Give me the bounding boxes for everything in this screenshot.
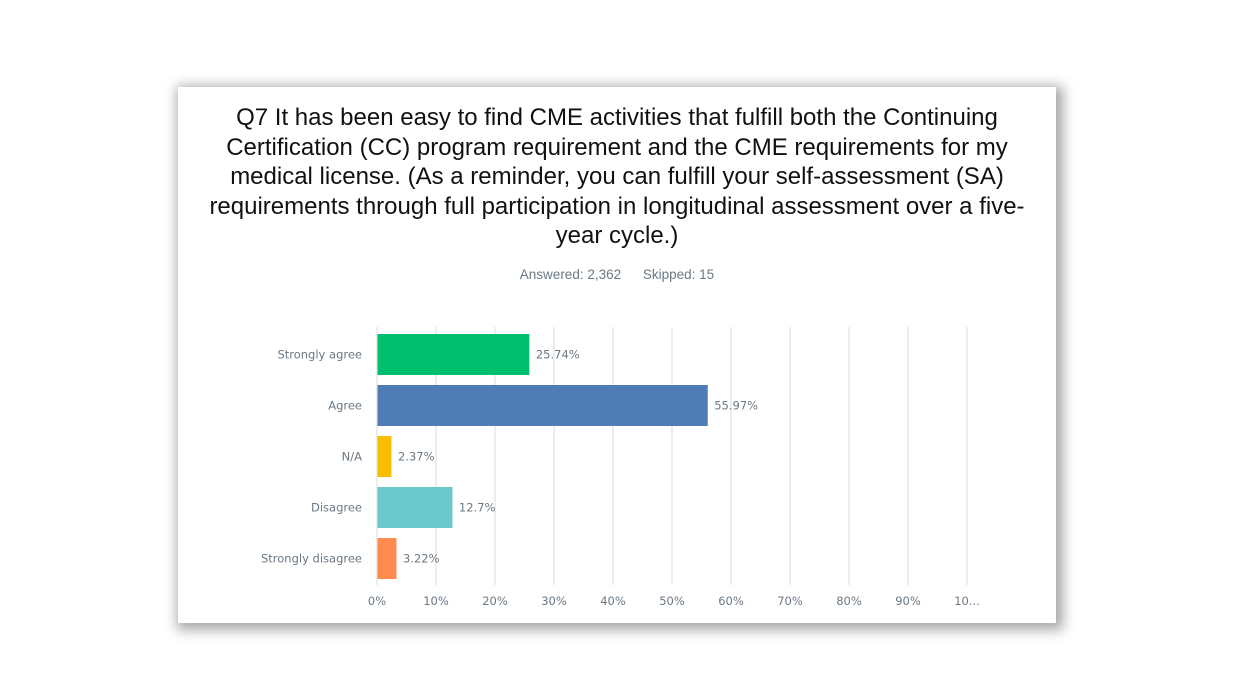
x-axis-ticks: 0% 10% 20% 30% 40% 50% 60% 70% 80% 90% 10... [368,594,980,608]
x-tick-label: 10% [423,594,449,608]
data-label: 12.7% [459,501,496,515]
bar-chart: Strongly agree Agree N/A Disagree Strongly d… [261,327,980,608]
bar [377,334,530,375]
x-tick-label: 30% [541,594,567,608]
response-summary: Answered: 2,362 Skipped: 15 [178,267,1056,282]
gridlines [376,327,968,585]
bar [377,385,708,426]
data-label: 3.22% [403,552,440,566]
question-title: Q7 It has been easy to find CME activiti… [209,104,1025,249]
bars [377,334,708,579]
x-tick-label: 60% [718,594,744,608]
data-label: 25.74% [536,348,580,362]
category-label: Strongly agree [277,348,362,362]
bar [377,538,397,579]
bar [377,487,453,528]
data-labels: 25.74% 55.97% 2.37% 12.7% 3.22% [398,348,758,566]
x-tick-label: 70% [777,594,803,608]
category-label: Disagree [311,501,362,515]
x-tick-label: 40% [600,594,626,608]
skipped-count: Skipped: 15 [642,267,715,282]
x-tick-label: 20% [482,594,508,608]
category-label: N/A [342,450,362,464]
data-label: 2.37% [398,450,435,464]
category-labels: Strongly agree Agree N/A Disagree Strongly d… [261,348,362,566]
x-tick-label: 90% [895,594,921,608]
x-tick-label: 0% [368,594,386,608]
answered-count: Answered: 2,362 [519,267,622,282]
bar [377,436,392,477]
data-label: 55.97% [714,399,758,413]
x-tick-label: 80% [836,594,862,608]
question-card: Q7 It has been easy to find CME activiti… [178,87,1056,623]
category-label: Strongly disagree [261,552,362,566]
category-label: Agree [328,399,362,413]
x-tick-label: 50% [659,594,685,608]
x-tick-label: 10... [954,594,980,608]
